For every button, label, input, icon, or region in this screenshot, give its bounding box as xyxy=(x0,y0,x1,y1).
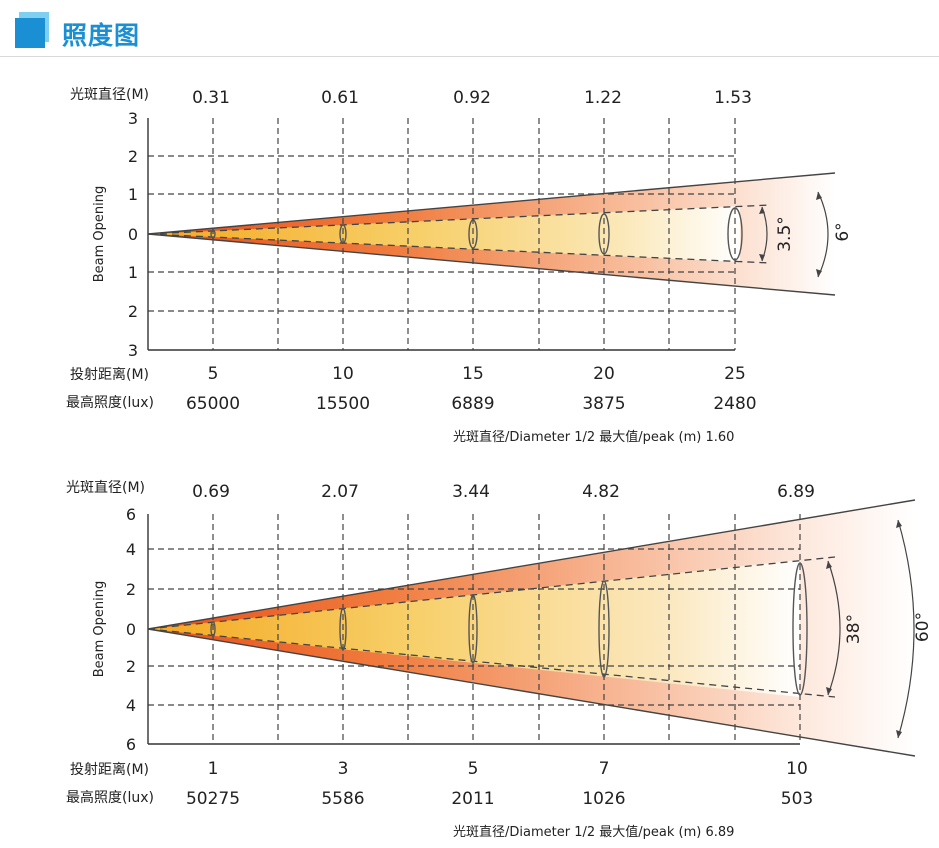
spot-ellipse xyxy=(727,207,743,261)
spot-ellipse xyxy=(339,607,347,651)
page-title: 照度图 xyxy=(62,21,141,50)
y-tick-label: 6 xyxy=(126,735,136,754)
y-tick-label: 2 xyxy=(128,302,138,321)
lux-row-label: 最高照度(lux) xyxy=(66,394,154,411)
y-tick-label: 1 xyxy=(128,185,138,204)
grid-lines xyxy=(148,514,801,744)
diameter-value: 0.69 xyxy=(192,482,230,502)
lux-value: 15500 xyxy=(316,394,370,414)
beam-core xyxy=(148,206,740,262)
field-edge-lower xyxy=(147,233,836,296)
arrow-head xyxy=(816,269,822,277)
field-edge-upper xyxy=(147,499,916,630)
y-tick-label: 2 xyxy=(126,657,136,676)
distance-value: 5 xyxy=(208,364,219,384)
arrow-head xyxy=(826,687,832,695)
y-tick-label: 3 xyxy=(128,341,138,360)
y-tick-label: 6 xyxy=(126,505,136,524)
y-tick-label: 2 xyxy=(126,580,136,599)
diameter-value: 4.82 xyxy=(582,482,620,502)
lux-value: 65000 xyxy=(186,394,240,414)
distance-value: 3 xyxy=(338,759,349,779)
diameter-value: 2.07 xyxy=(321,482,359,502)
diameter-value: 6.89 xyxy=(777,482,815,502)
spot-ellipse xyxy=(598,580,610,678)
spot-ellipse xyxy=(468,594,478,664)
spot-ellipse xyxy=(339,224,347,244)
y-axis-title: Beam Opening xyxy=(92,186,107,283)
arrow-head xyxy=(826,561,832,569)
distance-row-label: 投射距离(M) xyxy=(70,366,149,383)
diameter-value: 0.61 xyxy=(321,88,359,108)
distance-value: 15 xyxy=(462,364,484,384)
spot-ellipse xyxy=(210,229,216,239)
diameter-axis-label: 光斑直径(M) xyxy=(66,479,145,496)
diameter-value: 0.92 xyxy=(453,88,491,108)
diameter-axis-label: 光斑直径(M) xyxy=(70,86,149,103)
beam-diagram-wide: 光斑直径(M) 0.69 2.07 3.44 4.82 6.89 xyxy=(66,479,933,840)
y-tick-label: 4 xyxy=(126,696,136,715)
distance-value: 5 xyxy=(468,759,479,779)
distance-row-label: 投射距离(M) xyxy=(70,761,149,778)
beam-angle-label: 3.5° xyxy=(775,216,795,252)
footnote: 光斑直径/Diameter 1/2 最大值/peak (m) 6.89 xyxy=(453,824,734,840)
spot-ellipse xyxy=(468,219,478,249)
beam-diagram-narrow: 光斑直径(M) 0.31 0.61 0.92 1.22 1.53 xyxy=(66,86,853,445)
arrow-head xyxy=(816,192,822,200)
y-tick-label: 0 xyxy=(128,225,138,244)
beam-angle-label: 38° xyxy=(844,614,864,644)
spot-ellipse xyxy=(210,621,216,637)
diameter-value: 0.31 xyxy=(192,88,230,108)
distance-value: 20 xyxy=(593,364,615,384)
field-angle-label: 6° xyxy=(833,222,853,241)
distance-value: 1 xyxy=(208,759,219,779)
arrow-head xyxy=(896,730,902,738)
y-tick-label: 4 xyxy=(126,540,136,559)
lux-value: 2011 xyxy=(451,789,494,809)
header-divider xyxy=(0,56,939,57)
y-axis-title: Beam Opening xyxy=(92,581,107,678)
lux-value: 1026 xyxy=(582,789,625,809)
spot-ellipse xyxy=(598,213,610,255)
y-tick-label: 0 xyxy=(126,620,136,639)
distance-value: 7 xyxy=(599,759,610,779)
distance-value: 10 xyxy=(786,759,808,779)
distance-value: 10 xyxy=(332,364,354,384)
diameter-value: 1.53 xyxy=(714,88,752,108)
spot-ellipse xyxy=(792,562,808,696)
footnote: 光斑直径/Diameter 1/2 最大值/peak (m) 1.60 xyxy=(453,429,734,445)
lux-row-label: 最高照度(lux) xyxy=(66,789,154,806)
arrow-head xyxy=(759,207,765,214)
beam-core xyxy=(148,560,800,697)
y-tick-label: 3 xyxy=(128,109,138,128)
lux-value: 503 xyxy=(781,789,813,809)
lux-value: 5586 xyxy=(321,789,364,809)
beam-edge-upper xyxy=(147,204,771,235)
lux-value: 50275 xyxy=(186,789,240,809)
y-tick-label: 1 xyxy=(128,263,138,282)
field-edge-upper xyxy=(147,172,836,235)
diameter-value: 1.22 xyxy=(584,88,622,108)
arrow-head xyxy=(759,254,765,261)
field-angle-arc xyxy=(817,191,829,278)
distance-value: 25 xyxy=(724,364,746,384)
beam-edge-lower xyxy=(147,233,771,264)
y-tick-label: 2 xyxy=(128,147,138,166)
field-angle-label: 60° xyxy=(913,612,933,642)
diameter-value: 3.44 xyxy=(452,482,490,502)
beam-angle-arc xyxy=(827,560,841,696)
header-square-icon xyxy=(15,12,49,48)
field-edge-lower xyxy=(147,628,916,757)
field-angle-arc xyxy=(897,519,915,739)
grid-lines xyxy=(148,118,736,350)
lux-value: 6889 xyxy=(451,394,494,414)
lux-value: 3875 xyxy=(582,394,625,414)
arrow-head xyxy=(896,520,902,528)
lux-value: 2480 xyxy=(713,394,756,414)
